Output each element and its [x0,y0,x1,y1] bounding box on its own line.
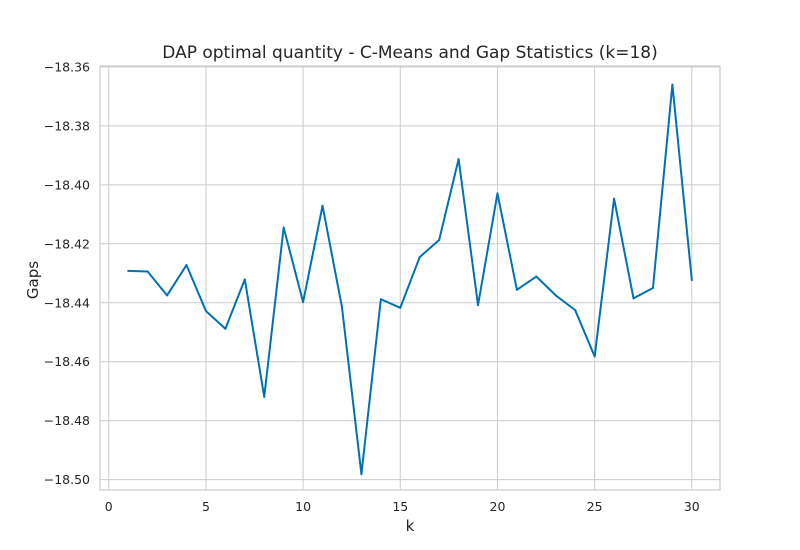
data-point [690,279,693,282]
data-point [146,270,149,273]
data-point [340,306,343,309]
data-point [438,238,441,241]
y-axis-label: Gaps [24,261,42,299]
data-point [613,197,616,200]
data-point [185,264,188,267]
series-group [127,83,693,476]
data-point [360,473,363,476]
data-point [671,83,674,86]
data-point [243,278,246,281]
data-point [224,327,227,330]
data-point [321,204,324,207]
data-point [263,395,266,398]
y-tick-label: −18.42 [44,236,90,251]
data-point [632,297,635,300]
y-tick-labels: −18.50 −18.48 −18.46 −18.44 −18.42 −18.40 −18.… [44,59,90,487]
data-point [302,301,305,304]
data-point [496,192,499,195]
data-point [651,287,654,290]
data-point [418,256,421,259]
y-tick-label: −18.48 [44,413,90,428]
x-tick-label: 15 [392,499,408,514]
data-point [127,269,130,272]
data-point [204,310,207,313]
data-point [574,309,577,312]
series-line [128,83,693,476]
x-axis-label: k [406,517,415,535]
x-tick-label: 10 [295,499,311,514]
y-tick-label: −18.46 [44,354,90,369]
x-tick-labels: 0 5 10 15 20 25 30 [105,499,700,514]
x-tick-label: 25 [587,499,603,514]
y-tick-label: −18.40 [44,177,90,192]
data-point [379,298,382,301]
data-point [399,306,402,309]
data-point [477,304,480,307]
x-tick-label: 30 [684,499,700,514]
y-tick-label: −18.50 [44,472,90,487]
data-point [166,294,169,297]
data-point [554,294,557,297]
data-point [515,288,518,291]
x-tick-label: 5 [202,499,210,514]
y-tick-label: −18.38 [44,118,90,133]
plot-area-frame [99,65,721,491]
x-tick-label: 0 [105,499,113,514]
chart-title: DAP optimal quantity - C-Means and Gap S… [162,43,657,63]
data-point [457,158,460,161]
data-point [535,275,538,278]
data-point [282,226,285,229]
x-tick-label: 20 [490,499,506,514]
data-point [593,355,596,358]
y-tick-label: −18.36 [44,59,90,74]
y-tick-label: −18.44 [44,295,90,310]
